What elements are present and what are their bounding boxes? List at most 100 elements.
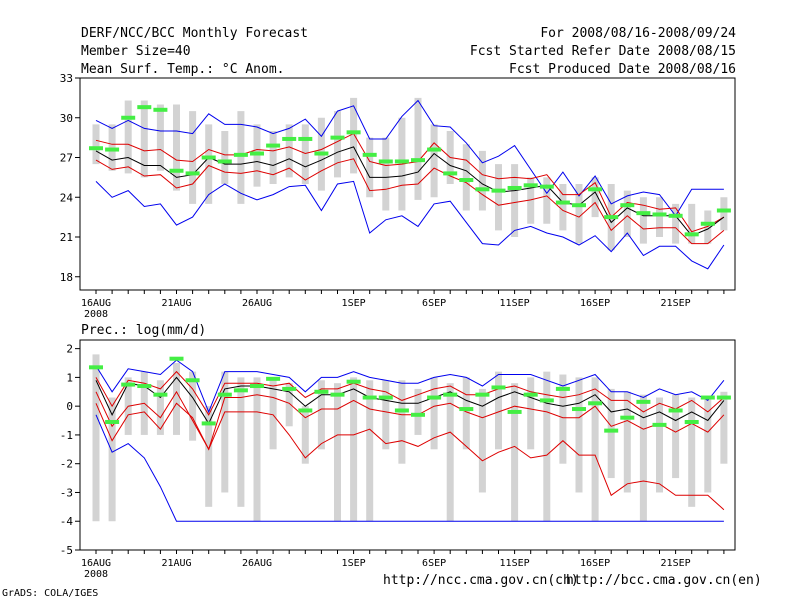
temp-ensemble-bar [527, 177, 535, 224]
temp-observed-marker [378, 159, 393, 164]
forecast-period: For 2008/08/16-2008/09/24 [540, 26, 736, 41]
temp-observed-marker [668, 213, 683, 218]
temp-observed-marker [684, 232, 699, 237]
temp-ensemble-bar [495, 164, 502, 231]
temp-y-tick-label: 27 [60, 152, 73, 165]
temp-observed-marker [169, 168, 184, 173]
temp-x-tick-label: 21SEP [661, 298, 691, 309]
temp-ensemble-bar [301, 124, 309, 184]
precip-variable-label: Prec.: log(mm/d) [81, 323, 207, 338]
temp-ensemble-bar [205, 124, 213, 204]
temp-ensemble-bar [124, 100, 132, 174]
temp-x-tick-label: 6SEP [422, 298, 446, 309]
temp-ensemble-bar [575, 184, 583, 244]
temp-observed-marker [105, 147, 120, 152]
grads-credit: GrADS: COLA/IGES [2, 588, 99, 599]
temp-observed-marker [507, 185, 522, 190]
temp-observed-marker [604, 215, 619, 220]
temp-min-line [95, 99, 724, 217]
temp-observed-marker [314, 151, 329, 156]
temp-y-tick-label: 21 [60, 231, 73, 244]
temp-observed-marker [523, 183, 538, 188]
temp-ensemble-bar [559, 184, 567, 231]
temp-y-tick-label: 24 [60, 191, 74, 204]
temp-variable-label: Mean Surf. Temp.: °C Anom. [81, 62, 285, 77]
temp-ensemble-bar [350, 97, 358, 174]
temp-ensemble-bar [189, 111, 197, 204]
temp-x-tick-label: 26AUG [242, 298, 272, 309]
temp-ensemble-bar [430, 124, 438, 198]
temp-ensemble-bar [704, 210, 712, 244]
temp-observed-marker [233, 152, 248, 157]
temp-observed-marker [330, 135, 345, 140]
temp-observed-marker [266, 143, 281, 148]
temp-observed-marker [411, 158, 425, 163]
temp-x-tick-label: 16SEP [580, 298, 610, 309]
temp-y-tick-label: 33 [60, 72, 73, 85]
produced-date: Fcst Produced Date 2008/08/16 [509, 62, 736, 77]
bcc-url[interactable]: http://bcc.cma.gov.cn(en) [566, 573, 762, 588]
temp-max-line [95, 180, 725, 270]
temp-observed-marker [298, 136, 313, 141]
temp-ensemble-bar [478, 150, 486, 211]
temp-observed-marker [394, 159, 409, 164]
temp-ensemble-bar [639, 197, 647, 244]
temp-ensemble-bar [173, 104, 180, 191]
temp-ensemble-bar [656, 197, 663, 237]
temp-ensemble-bar [414, 97, 422, 200]
temp-lower-line [95, 158, 725, 245]
temp-ensemble-bar [672, 203, 680, 244]
temp-ensemble-bar [688, 203, 696, 244]
temp-plot-frame [79, 77, 736, 291]
temp-observed-marker [427, 147, 442, 152]
temp-ensemble-bar [140, 100, 148, 178]
temp-x-tick-label: 1SEP [342, 298, 366, 309]
temp-observed-marker [137, 105, 152, 110]
temp-mean-line [95, 146, 725, 237]
temp-observed-marker [652, 212, 667, 217]
temp-x-tick-label: 11SEP [500, 298, 530, 309]
temp-ensemble-bar [237, 111, 245, 204]
temp-observed-marker [153, 107, 168, 112]
temp-y-tick-label: 30 [60, 112, 73, 125]
temp-observed-marker [346, 130, 361, 135]
temp-observed-marker [491, 188, 506, 193]
temp-x-tick-label: 16AUG [81, 298, 111, 309]
temp-ensemble-bar [591, 177, 599, 218]
temp-observed-marker [185, 171, 200, 176]
temp-observed-marker [572, 203, 586, 208]
temp-ensemble-bar [720, 197, 728, 231]
temp-ensemble-bar [221, 131, 229, 184]
temp-ensemble-bar [623, 190, 631, 237]
temp-ensemble-bar [511, 164, 519, 237]
temp-ensemble-bar [334, 111, 341, 178]
member-size: Member Size=40 [81, 44, 191, 59]
temp-upper-line [95, 132, 725, 233]
temp-observed-marker [700, 221, 715, 226]
temp-ensemble-bar [462, 144, 470, 211]
temp-observed-marker [588, 187, 603, 192]
temp-x-tick-label: 21AUG [161, 298, 191, 309]
temp-ensemble-bar [269, 131, 277, 184]
temp-observed-marker [475, 187, 490, 192]
temp-ensemble-bar [92, 124, 100, 165]
temp-observed-marker [282, 136, 297, 141]
temp-observed-marker [716, 208, 731, 213]
forecast-title: DERF/NCC/BCC Monthly Forecast [81, 26, 308, 41]
temp-ensemble-bar [366, 137, 374, 198]
temp-observed-marker [89, 146, 103, 151]
temp-observed-marker [362, 152, 377, 157]
temp-observed-marker [121, 115, 136, 120]
temp-x-year-label: 2008 [84, 309, 108, 320]
temp-observed-marker [555, 200, 570, 205]
ncc-url[interactable]: http://ncc.cma.gov.cn(ch) [383, 573, 579, 588]
refer-date: Fcst Started Refer Date 2008/08/15 [469, 44, 736, 59]
temp-ensemble-bar [382, 137, 390, 211]
temp-observed-marker [217, 159, 232, 164]
temp-observed-marker [459, 178, 474, 183]
temp-observed-marker [201, 155, 216, 160]
temp-observed-marker [539, 184, 554, 189]
temp-observed-marker [636, 211, 651, 216]
temp-ensemble-bar [543, 177, 551, 224]
